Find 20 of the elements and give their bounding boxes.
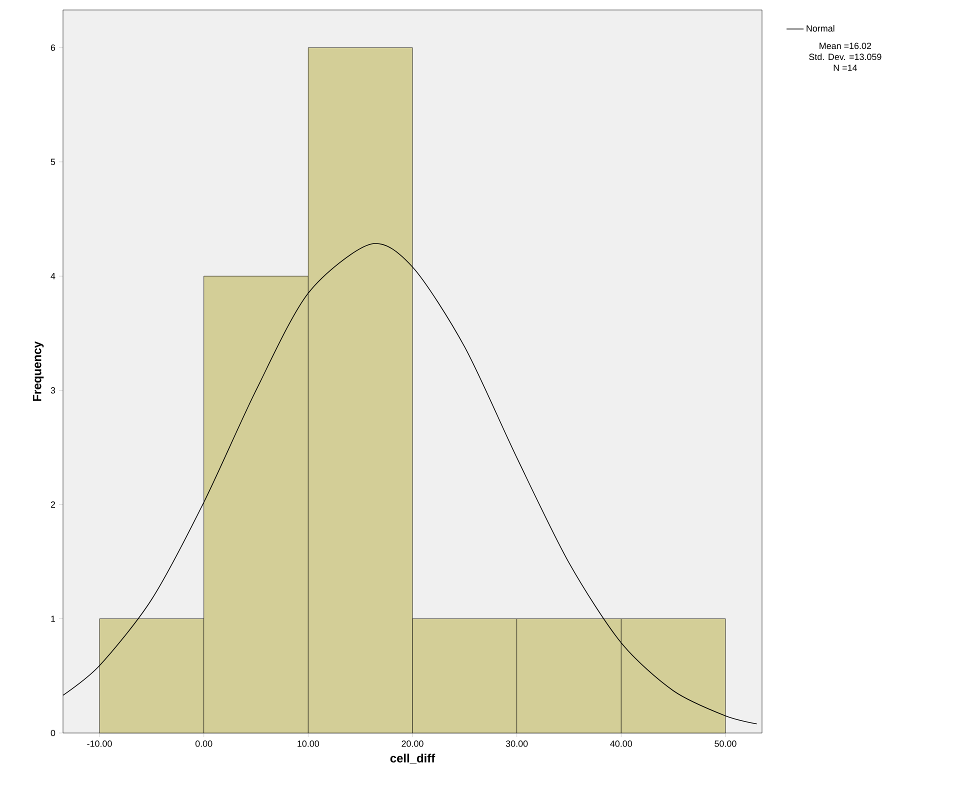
text: N =14 <box>834 64 858 71</box>
text: Mean =16.02 <box>820 42 872 50</box>
y-tick-label: 3 <box>50 387 56 394</box>
y-tick-label: 2 <box>50 501 56 508</box>
x-axis-title: cell_diff <box>390 754 436 764</box>
y-axis-title: Frequency <box>32 341 44 401</box>
x-tick-label: -10.00 <box>87 740 112 747</box>
x-tick-label: 20.00 <box>402 740 424 747</box>
legend-label: Normal <box>806 25 834 32</box>
y-tick-label: 1 <box>51 616 56 622</box>
y-tick-label: 0 <box>50 730 56 736</box>
y-tick-label: 6 <box>50 44 56 51</box>
y-tick-label: 4 <box>50 273 56 280</box>
x-tick-label: 40.00 <box>610 740 632 747</box>
x-tick-label: 10.00 <box>298 740 320 747</box>
text: Std. Dev. =13.059 <box>809 53 882 60</box>
x-tick-label: 0.00 <box>195 740 212 747</box>
x-tick-label: 50.00 <box>714 740 736 747</box>
x-tick-label: 30.00 <box>506 740 528 747</box>
y-tick-label: 5 <box>50 158 56 166</box>
